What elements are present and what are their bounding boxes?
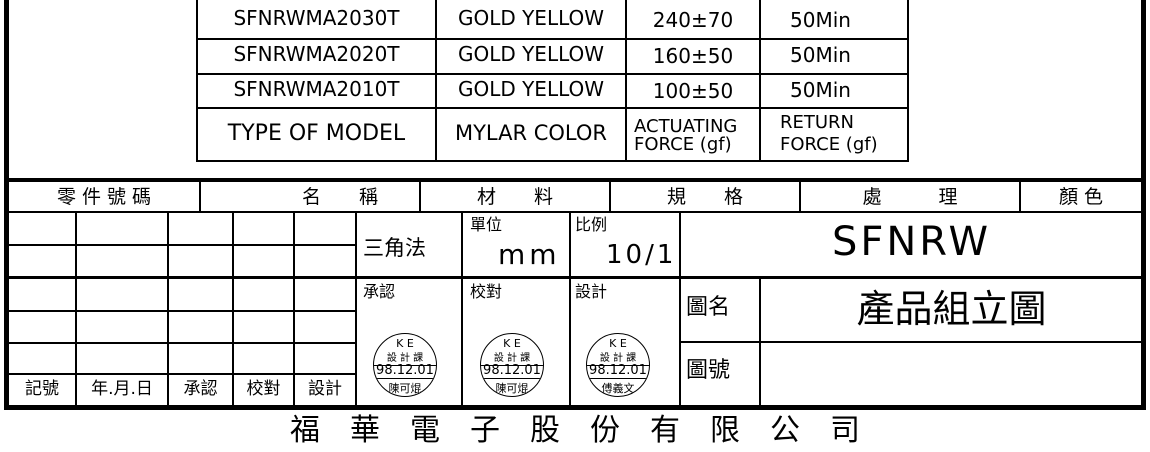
scale-value: 10/1 — [606, 240, 677, 270]
header-treatment: 處 理 — [862, 186, 958, 208]
stamp-dept: 設 計 課 — [481, 349, 543, 366]
header-spec: 規 格 — [666, 186, 743, 208]
revision-date-label: 年.月.日 — [91, 379, 153, 399]
drawing-no-label: 圖號 — [686, 358, 731, 383]
model-name: SFNRW — [831, 219, 992, 265]
check-label: 校對 — [470, 282, 503, 301]
header-model: TYPE OF MODEL — [227, 121, 406, 146]
scale-label: 比例 — [575, 215, 608, 234]
color-cell: GOLD YELLOW — [457, 6, 605, 30]
revision-mark-label: 記號 — [25, 379, 59, 399]
header-actuating-unit: FORCE (gf) — [634, 134, 732, 155]
revision-approve-label: 承認 — [183, 379, 218, 399]
color-cell: GOLD YELLOW — [457, 42, 605, 66]
check-stamp: K E 設 計 課 98.12.01 陳可焜 — [480, 333, 544, 397]
return-cell: 50Min — [790, 78, 851, 102]
unit-label: 單位 — [470, 215, 503, 234]
return-cell: 50Min — [790, 43, 851, 67]
drawing-name: 產品組立圖 — [856, 287, 1047, 331]
header-return-unit: FORCE (gf) — [780, 134, 878, 155]
frame-bottom — [4, 405, 1146, 410]
header-actuating: ACTUATING — [634, 116, 738, 137]
stamp-name: 陳可焜 — [388, 382, 422, 395]
stamp-dept: 設 計 課 — [374, 349, 436, 366]
model-cell: SFNRWMA2010T — [233, 77, 400, 101]
stamp-date: 98.12.01 — [374, 363, 436, 379]
divider-thick — [4, 178, 1146, 182]
stamp-date: 98.12.01 — [587, 363, 649, 379]
projection-method: 三角法 — [363, 236, 426, 260]
approval-stamp: K E 設 計 課 98.12.01 陳可焜 — [373, 333, 437, 397]
header-color: MYLAR COLOR — [454, 121, 608, 145]
unit-value: mm — [498, 238, 561, 271]
header-part-no: 零 件 號 碼 — [56, 186, 152, 208]
stamp-date: 98.12.01 — [481, 363, 543, 379]
revision-design-label: 設計 — [308, 379, 342, 399]
model-cell: SFNRWMA2020T — [233, 42, 400, 66]
stamp-org: K E — [396, 337, 414, 350]
stamp-name: 傅義文 — [601, 382, 635, 395]
model-cell: SFNRWMA2030T — [233, 6, 400, 30]
stamp-dept: 設 計 課 — [587, 349, 649, 366]
stamp-org: K E — [503, 337, 521, 350]
actuating-cell: 100±50 — [652, 79, 734, 103]
drawing-name-label: 圖名 — [686, 295, 731, 320]
revision-check-label: 校對 — [246, 379, 281, 399]
header-color: 顏 色 — [1058, 186, 1104, 208]
actuating-cell: 240±70 — [652, 8, 734, 32]
header-material: 材 料 — [476, 186, 553, 208]
approve-label: 承認 — [363, 282, 396, 301]
header-return: RETURN — [780, 112, 855, 133]
frame-right — [1141, 0, 1146, 410]
actuating-cell: 160±50 — [652, 44, 734, 68]
company-name: 福 華 電 子 股 份 有 限 公 司 — [290, 413, 860, 448]
frame-left — [4, 0, 9, 410]
return-cell: 50Min — [790, 8, 851, 32]
stamp-name: 陳可焜 — [495, 382, 529, 395]
stamp-org: K E — [609, 337, 627, 350]
color-cell: GOLD YELLOW — [457, 77, 605, 101]
design-stamp: K E 設 計 課 98.12.01 傅義文 — [586, 333, 650, 397]
header-name: 名 稱 — [301, 186, 378, 208]
design-label: 設計 — [575, 282, 608, 301]
